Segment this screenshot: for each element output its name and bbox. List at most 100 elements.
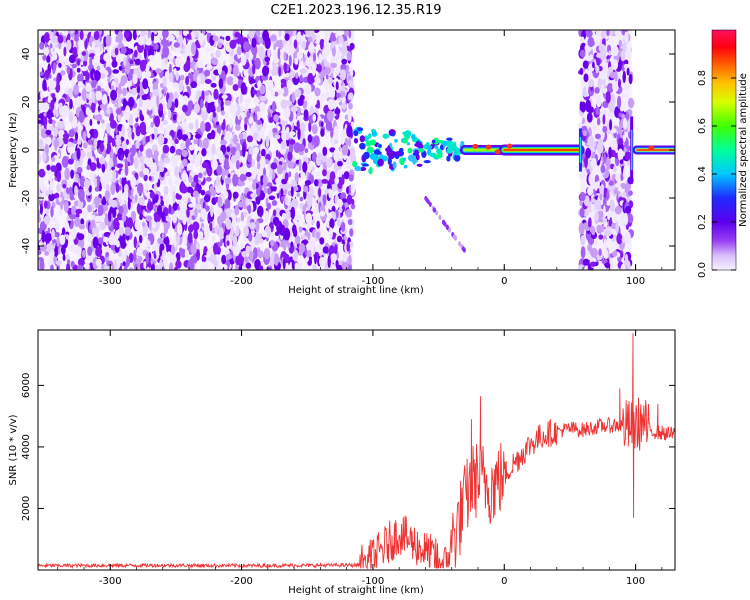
spectrogram-cell xyxy=(55,109,59,118)
spectrogram-cell xyxy=(122,191,128,198)
spectrogram-cell xyxy=(426,145,433,150)
spectrogram-cell xyxy=(263,248,271,260)
spectrogram-cell xyxy=(472,143,479,149)
spectrogram-cell xyxy=(322,194,327,205)
spectrogram-cell xyxy=(585,147,592,159)
spectrogram-cell xyxy=(134,219,141,231)
spectrogram-cell xyxy=(192,221,200,232)
spectrogram-cell xyxy=(233,134,238,145)
spectrogram-cell xyxy=(106,107,111,115)
spectrogram-cell xyxy=(238,181,246,187)
spectrogram-cell xyxy=(264,56,271,63)
spectrogram-cell xyxy=(328,227,333,240)
spectrogram-cell xyxy=(251,169,257,180)
spectrogram-cell xyxy=(183,62,190,73)
spectrogram-cell xyxy=(65,234,69,240)
spectrogram-cell xyxy=(249,78,256,84)
spectrogram-cell xyxy=(100,173,107,186)
spectrogram-cell xyxy=(271,101,276,113)
spectrogram-cell xyxy=(138,234,143,244)
spectrogram-cell xyxy=(66,141,74,148)
spectrogram-cell xyxy=(336,198,343,208)
spectrogram-cell xyxy=(301,40,307,50)
spectrogram-cell xyxy=(582,258,590,266)
spectrogram-cell xyxy=(330,129,334,139)
spectrogram-cell xyxy=(280,140,287,150)
spectrogram-cell xyxy=(174,266,178,270)
spectrogram-cell xyxy=(305,229,309,238)
spectrogram-cell xyxy=(278,66,282,77)
spectrogram-cell xyxy=(595,107,600,115)
spectrogram-cell xyxy=(61,244,66,255)
spectrogram-cell xyxy=(204,194,211,203)
spectrogram-cell xyxy=(96,65,101,71)
spectrogram-cell xyxy=(56,169,62,183)
spectrogram-cell xyxy=(586,56,593,62)
spectrogram-cell xyxy=(325,120,333,131)
spectrogram-cell xyxy=(247,153,252,163)
spectrogram-cell xyxy=(600,30,607,39)
spectrogram-cell xyxy=(285,131,290,141)
spectrogram-cell xyxy=(622,191,627,198)
spectrogram-cell xyxy=(578,264,585,270)
spectrogram-cell xyxy=(45,232,53,242)
snr-axes: -300 -200 -100 0 100 2000 4000 6000 xyxy=(21,330,675,587)
spectrogram-cell xyxy=(167,97,172,109)
spectrogram-cell xyxy=(614,70,618,82)
spectrogram-cell xyxy=(345,208,353,218)
spectrogram-cell xyxy=(83,117,90,129)
spectrogram-cell xyxy=(155,221,160,230)
spectrogram-cell xyxy=(249,222,256,230)
spectrogram-cell xyxy=(145,39,152,46)
spectrogram-cell xyxy=(234,31,241,38)
spectrogram-cell xyxy=(44,48,50,56)
spectrogram-cell xyxy=(67,180,71,189)
spectrogram-cell xyxy=(181,196,188,203)
spectrogram-cell xyxy=(270,239,275,247)
spectrogram-cell xyxy=(126,256,130,267)
spectrogram-xtick-label: -200 xyxy=(230,276,253,287)
spectrogram-cell xyxy=(427,148,432,156)
spectrogram-cell xyxy=(328,188,332,199)
spectrogram-cell xyxy=(49,180,54,191)
spectrogram-cell xyxy=(144,184,147,197)
spectrogram-cell xyxy=(324,30,332,37)
spectrogram-cell xyxy=(206,176,212,182)
spectrogram-cell xyxy=(58,102,63,108)
spectrogram-cell xyxy=(54,221,60,231)
spectrogram-cell xyxy=(196,60,203,68)
spectrogram-cell xyxy=(322,146,328,156)
spectrogram-cell xyxy=(322,48,329,59)
spectrogram-cell xyxy=(605,91,611,104)
spectrogram-cell xyxy=(66,65,71,75)
spectrogram-cell xyxy=(134,194,138,202)
spectrogram-cell xyxy=(300,107,305,114)
spectrogram-cell xyxy=(318,53,323,64)
spectrogram-cell xyxy=(588,78,595,88)
spectrogram-cell xyxy=(460,140,465,146)
spectrogram-cell xyxy=(101,119,105,125)
spectrogram-cell xyxy=(234,204,240,216)
spectrogram-cell xyxy=(302,57,306,63)
spectrogram-cell xyxy=(604,249,609,260)
spectrogram-cell xyxy=(341,260,349,270)
spectrogram-cell xyxy=(225,130,231,139)
spectrogram-cell xyxy=(99,156,106,165)
spectrogram-cell xyxy=(188,122,194,130)
spectrogram-cell xyxy=(39,71,44,76)
spectrogram-cell xyxy=(402,157,407,161)
spectrogram-cell xyxy=(232,191,239,199)
spectrogram-cell xyxy=(494,149,501,155)
spectrogram-cell xyxy=(237,217,241,223)
spectrogram-cell xyxy=(128,113,134,126)
spectrogram-cell xyxy=(349,228,354,237)
spectrogram-cell xyxy=(610,128,617,134)
spectrogram-cell xyxy=(313,76,321,85)
spectrogram-cell xyxy=(303,109,309,118)
spectrogram-cell xyxy=(318,187,321,198)
spectrogram-cell xyxy=(162,30,169,39)
spectrogram-cell xyxy=(268,195,276,201)
spectrogram-cell xyxy=(272,209,277,217)
spectrogram-cell xyxy=(289,131,296,136)
spectrogram-cell xyxy=(628,73,633,85)
